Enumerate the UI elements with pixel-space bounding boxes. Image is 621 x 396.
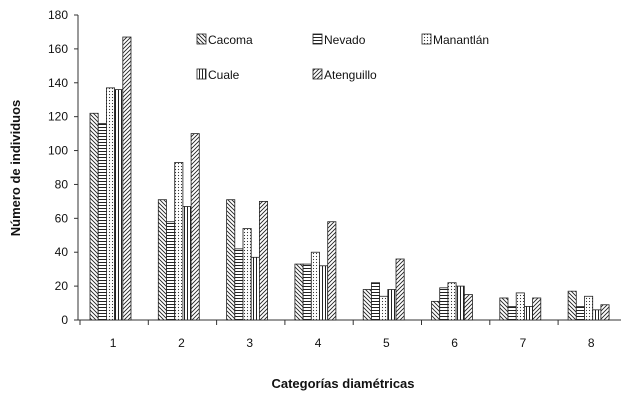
bar-cuale-5 <box>387 289 397 321</box>
bar-nevado-8 <box>575 306 585 321</box>
y-tick-label: 40 <box>55 245 69 259</box>
bar-atenguillo-4 <box>327 221 337 321</box>
bar-nevado-2 <box>166 221 176 321</box>
x-tick-label: 4 <box>315 336 322 350</box>
y-ticks: 0 20 40 60 80 100 120 140 160 180 <box>48 8 78 327</box>
y-tick-label: 20 <box>55 279 69 293</box>
x-tick-label: 7 <box>520 336 527 350</box>
bar-nevado-7 <box>507 306 517 321</box>
legend-swatch <box>196 33 207 45</box>
bar-manantl-n-1 <box>106 87 116 321</box>
legend-label: Atenguillo <box>324 68 377 82</box>
x-tick-label: 5 <box>383 336 390 350</box>
legend-label: Manantlán <box>433 33 489 47</box>
bar-cacoma-2 <box>157 199 167 321</box>
x-tick-label: 1 <box>110 336 117 350</box>
bar-atenguillo-6 <box>463 294 473 321</box>
bar-atenguillo-3 <box>258 200 268 321</box>
bar-manantl-n-2 <box>174 162 184 321</box>
bar-cuale-7 <box>524 306 534 321</box>
bar-nevado-4 <box>302 263 312 321</box>
bar-cacoma-3 <box>226 199 236 321</box>
legend-label: Cuale <box>208 68 240 82</box>
bar-manantl-n-3 <box>242 228 252 321</box>
bar-atenguillo-1 <box>122 36 132 321</box>
bar-manantl-n-8 <box>584 295 594 321</box>
y-tick-label: 120 <box>48 110 68 124</box>
x-tick-label: 3 <box>246 336 253 350</box>
y-tick-label: 160 <box>48 42 68 56</box>
x-tick-label: 8 <box>588 336 595 350</box>
bar-manantl-n-6 <box>447 282 457 321</box>
bar-atenguillo-5 <box>395 258 405 321</box>
x-axis-title: Categorías diamétricas <box>271 376 414 391</box>
x-tick-label: 2 <box>178 336 185 350</box>
bar-cuale-1 <box>114 89 124 321</box>
legend-swatch <box>196 68 207 80</box>
bar-cacoma-7 <box>499 297 509 321</box>
bar-nevado-6 <box>439 287 449 321</box>
bar-cacoma-1 <box>89 112 99 321</box>
bar-cacoma-4 <box>294 263 304 321</box>
y-tick-label: 0 <box>61 313 68 327</box>
y-tick-label: 100 <box>48 144 68 158</box>
legend-swatch <box>312 33 323 45</box>
bar-cuale-6 <box>455 285 465 321</box>
bar-nevado-1 <box>97 123 107 321</box>
bar-cacoma-8 <box>567 290 577 321</box>
bar-cuale-4 <box>319 265 329 321</box>
legend-label: Nevado <box>324 33 366 47</box>
bar-manantl-n-5 <box>379 295 389 321</box>
bar-atenguillo-8 <box>600 304 610 321</box>
x-tick-label: 6 <box>451 336 458 350</box>
bar-atenguillo-2 <box>190 133 200 321</box>
y-tick-label: 140 <box>48 76 68 90</box>
y-tick-label: 80 <box>55 177 69 191</box>
bars <box>89 36 610 321</box>
bar-cuale-2 <box>182 206 192 321</box>
bar-cacoma-6 <box>431 300 441 321</box>
bar-manantl-n-4 <box>310 251 320 321</box>
x-ticks: 1 2 3 4 5 6 7 8 <box>79 320 595 350</box>
legend-label: Cacoma <box>208 33 253 47</box>
y-axis-title: Número de individuos <box>8 100 23 237</box>
bar-nevado-3 <box>234 248 244 321</box>
bar-cuale-8 <box>592 309 602 321</box>
bar-manantl-n-7 <box>515 292 525 321</box>
legend-swatch <box>312 68 323 80</box>
legend: Cacoma Nevado Manantlán Cuale Atenguillo <box>196 33 489 82</box>
bar-nevado-5 <box>370 282 380 321</box>
legend-swatch <box>421 33 432 45</box>
bar-cuale-3 <box>250 256 260 321</box>
y-tick-label: 60 <box>55 211 69 225</box>
y-tick-label: 180 <box>48 8 68 22</box>
bar-atenguillo-7 <box>532 297 542 321</box>
bar-cacoma-5 <box>362 289 372 321</box>
